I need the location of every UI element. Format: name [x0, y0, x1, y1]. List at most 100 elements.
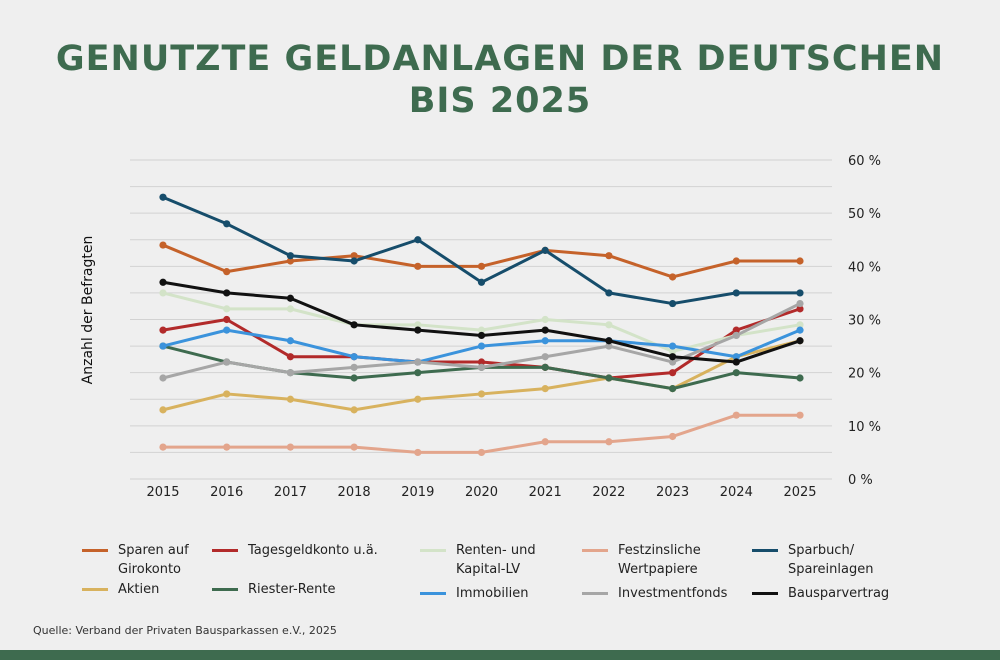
data-point [541, 363, 549, 371]
legend-label: Sparbuch/ Spareinlagen [788, 543, 874, 577]
legend-item: Riester-Rente [212, 580, 336, 599]
legend-swatch [582, 592, 608, 595]
data-point [286, 395, 294, 403]
data-point [159, 241, 167, 249]
data-point [350, 406, 358, 414]
chart-gridlines [130, 159, 832, 480]
x-tick-label: 2016 [210, 485, 243, 500]
series-festzinsliche-wertpapiere [159, 411, 804, 457]
legend-label: Riester-Rente [248, 582, 336, 597]
data-point [159, 374, 167, 382]
legend-swatch [82, 549, 108, 552]
data-point [669, 369, 677, 377]
legend-item: Bausparvertrag [752, 584, 889, 603]
data-point [286, 337, 294, 345]
series-investmentfonds [159, 299, 804, 382]
legend-label: Investmentfonds [618, 586, 728, 601]
data-point [669, 299, 677, 308]
data-point [223, 289, 231, 297]
y-axis-label: Anzahl der Befragten [80, 235, 96, 385]
data-point [796, 289, 804, 297]
data-point [286, 257, 294, 265]
data-point [605, 252, 613, 260]
legend-item: Investmentfonds [582, 584, 727, 603]
data-point [414, 395, 422, 403]
x-tick-label: 2025 [783, 485, 816, 500]
data-point [669, 273, 677, 281]
x-tick-label: 2017 [274, 485, 307, 500]
legend-label: Sparen auf Girokonto [118, 543, 189, 577]
data-point [159, 289, 167, 297]
data-point [669, 353, 677, 361]
data-point [159, 193, 167, 201]
legend-item: Festzinsliche Wertpapiere [582, 541, 701, 579]
data-point [669, 347, 677, 355]
data-point [796, 374, 804, 382]
chart-series [159, 193, 804, 457]
data-point [541, 326, 549, 334]
data-point [605, 342, 613, 350]
data-point [286, 443, 294, 451]
footer-bar [0, 650, 1000, 660]
data-point [350, 363, 358, 371]
data-point [286, 252, 294, 260]
x-tick-label: 2022 [592, 485, 625, 500]
data-point [159, 342, 167, 350]
data-point [605, 438, 613, 446]
series-sparbuch-spareinlagen [159, 193, 804, 308]
legend-swatch [82, 588, 108, 591]
y-axis-ticks: 0 % 10 % 20 % 30 % 40 % 50 % 60 % [848, 154, 881, 488]
data-point [541, 337, 549, 345]
legend-item: Tagesgeldkonto u.ä. [212, 541, 378, 560]
legend-item: Renten- und Kapital-LV [420, 541, 536, 579]
legend-item: Immobilien [420, 584, 528, 603]
data-point [286, 353, 294, 361]
data-point [477, 390, 486, 398]
data-point [223, 390, 231, 398]
data-point [223, 220, 231, 228]
data-point [732, 369, 740, 377]
legend-swatch [212, 549, 238, 552]
data-point [414, 236, 422, 244]
data-point [669, 385, 677, 393]
y-tick-label: 10 % [848, 420, 881, 435]
data-point [732, 411, 740, 419]
data-point [605, 337, 613, 345]
legend-label: Bausparvertrag [788, 586, 890, 601]
data-point [477, 342, 486, 350]
data-point [350, 443, 358, 451]
data-point [414, 448, 422, 457]
y-tick-label: 30 % [848, 314, 881, 329]
data-point [477, 326, 486, 334]
data-point [286, 369, 294, 377]
data-point [159, 326, 167, 334]
series-renten-und-kapital-lv [159, 289, 804, 355]
data-point [732, 353, 740, 361]
x-axis-ticks: 2015 2016 2017 2018 2019 2020 2021 2022 2023 2024… [146, 485, 816, 500]
data-point [350, 321, 358, 329]
legend-swatch [752, 592, 778, 595]
data-point [286, 305, 294, 313]
data-point [732, 358, 740, 366]
x-tick-label: 2018 [338, 485, 371, 500]
data-point [477, 358, 486, 366]
data-point [159, 443, 167, 451]
data-point [477, 363, 486, 371]
data-point [605, 289, 613, 297]
source-note: Quelle: Verband der Privaten Bausparkass… [33, 624, 337, 637]
series-line [161, 243, 802, 279]
data-point [796, 257, 804, 265]
data-point [796, 337, 804, 345]
data-point [223, 358, 231, 366]
legend-swatch [420, 592, 446, 595]
data-point [414, 262, 422, 270]
data-point [350, 374, 358, 382]
data-point [414, 369, 422, 377]
data-point [286, 294, 294, 302]
legend-label: Immobilien [456, 586, 529, 601]
series-line [161, 413, 802, 454]
data-point [796, 326, 804, 334]
data-point [477, 278, 486, 286]
data-point [223, 305, 231, 313]
data-point [669, 432, 677, 441]
